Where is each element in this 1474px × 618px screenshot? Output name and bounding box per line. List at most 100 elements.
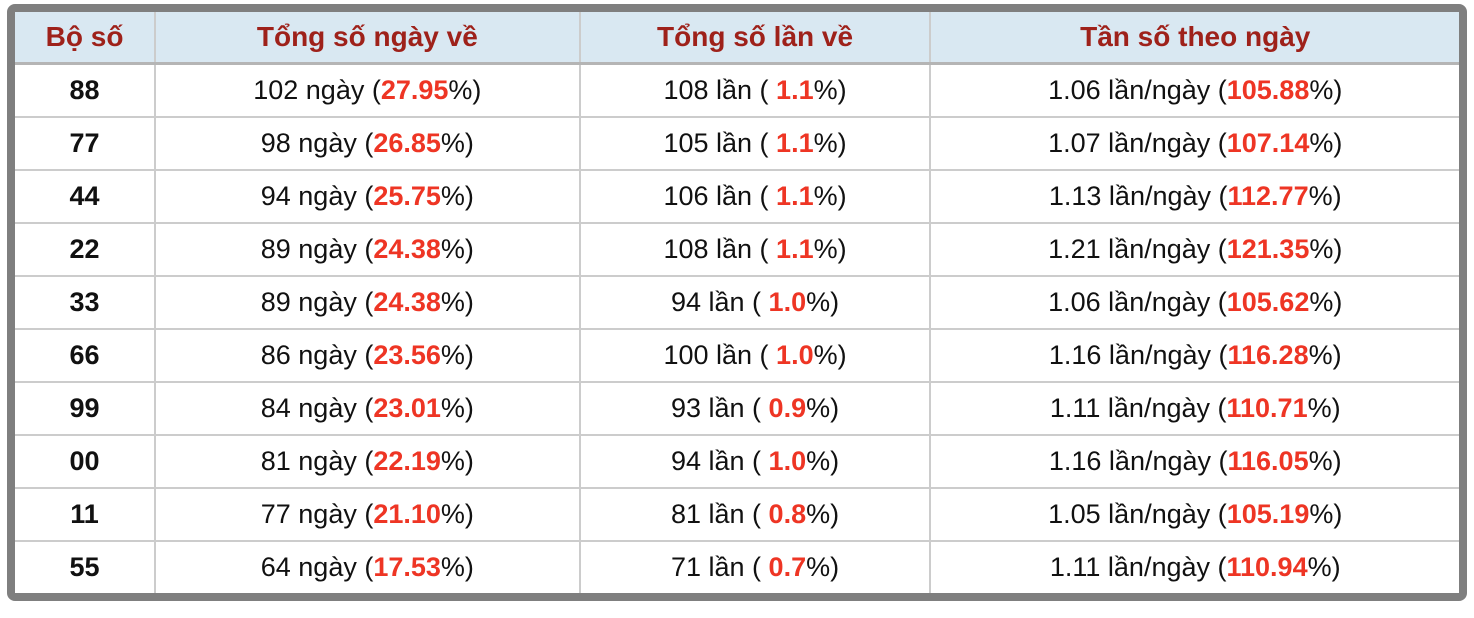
freq-text: 1.07 lần/ngày ( <box>1048 128 1227 158</box>
table-row: 55 64 ngày (17.53%) 71 lần ( 0.7%) 1.11 … <box>15 540 1459 593</box>
days-close: %) <box>440 446 474 476</box>
times-close: %) <box>813 340 847 370</box>
table-row: 33 89 ngày (24.38%) 94 lần ( 1.0%) 1.06 … <box>15 275 1459 329</box>
times-close: %) <box>813 234 847 264</box>
freq-percent: 105.62 <box>1226 287 1310 317</box>
days-percent: 22.19 <box>373 446 441 476</box>
lottery-pair-stats-table: Bộ số Tổng số ngày về Tổng số lần về Tần… <box>15 12 1459 593</box>
days-percent: 24.38 <box>373 287 441 317</box>
pair-value: 00 <box>69 446 100 476</box>
pair-value: 99 <box>69 393 100 423</box>
freq-close: %) <box>1308 446 1342 476</box>
freq-text: 1.16 lần/ngày ( <box>1048 446 1228 476</box>
freq-percent: 116.28 <box>1227 340 1309 370</box>
times-text: 108 lần ( <box>663 75 777 105</box>
days-percent: 25.75 <box>373 181 441 211</box>
days-percent: 23.01 <box>373 393 441 423</box>
times-percent: 0.9 <box>768 393 807 423</box>
freq-percent: 105.88 <box>1226 75 1310 105</box>
pair-value: 33 <box>69 287 100 317</box>
days-text: 81 ngày ( <box>260 446 374 476</box>
cell-times: 71 lần ( 0.7%) <box>578 540 931 593</box>
days-close: %) <box>448 75 482 105</box>
days-percent: 21.10 <box>373 499 441 529</box>
days-text: 89 ngày ( <box>260 234 374 264</box>
pair-value: 77 <box>69 128 100 158</box>
cell-times: 106 lần ( 1.1%) <box>578 169 931 223</box>
times-percent: 0.8 <box>768 499 807 529</box>
days-close: %) <box>440 552 474 582</box>
freq-text: 1.06 lần/ngày ( <box>1048 75 1227 105</box>
cell-times: 105 lần ( 1.1%) <box>578 116 931 170</box>
times-close: %) <box>813 128 847 158</box>
col-header-freq: Tần số theo ngày <box>929 12 1459 65</box>
days-percent: 24.38 <box>373 234 441 264</box>
freq-close: %) <box>1307 552 1341 582</box>
days-percent: 26.85 <box>373 128 441 158</box>
times-close: %) <box>806 499 840 529</box>
freq-close: %) <box>1308 181 1342 211</box>
freq-percent: 110.94 <box>1226 552 1308 582</box>
cell-pair: 33 <box>15 275 156 329</box>
cell-freq: 1.11 lần/ngày (110.71%) <box>929 381 1459 435</box>
freq-percent: 107.14 <box>1226 128 1310 158</box>
cell-pair: 66 <box>15 328 156 382</box>
table-row: 66 86 ngày (23.56%) 100 lần ( 1.0%) 1.16… <box>15 328 1459 382</box>
cell-times: 81 lần ( 0.8%) <box>578 487 931 541</box>
cell-freq: 1.07 lần/ngày (107.14%) <box>929 116 1459 170</box>
cell-freq: 1.16 lần/ngày (116.05%) <box>929 434 1459 488</box>
cell-pair: 44 <box>15 169 156 223</box>
times-percent: 0.7 <box>768 552 807 582</box>
days-text: 64 ngày ( <box>260 552 374 582</box>
days-text: 89 ngày ( <box>260 287 374 317</box>
cell-freq: 1.11 lần/ngày (110.94%) <box>929 540 1459 593</box>
table-row: 88 102 ngày (27.95%) 108 lần ( 1.1%) 1.0… <box>15 63 1459 117</box>
pair-value: 88 <box>69 75 100 105</box>
cell-days: 77 ngày (21.10%) <box>154 487 580 541</box>
stats-table-frame: Bộ số Tổng số ngày về Tổng số lần về Tần… <box>7 4 1467 601</box>
times-text: 105 lần ( <box>663 128 777 158</box>
freq-close: %) <box>1309 499 1343 529</box>
cell-freq: 1.06 lần/ngày (105.62%) <box>929 275 1459 329</box>
freq-text: 1.11 lần/ngày ( <box>1049 552 1227 582</box>
days-text: 84 ngày ( <box>260 393 374 423</box>
times-text: 94 lần ( <box>670 446 769 476</box>
cell-freq: 1.05 lần/ngày (105.19%) <box>929 487 1459 541</box>
times-close: %) <box>806 287 840 317</box>
times-close: %) <box>806 446 840 476</box>
cell-days: 64 ngày (17.53%) <box>154 540 580 593</box>
freq-percent: 116.05 <box>1227 446 1309 476</box>
freq-close: %) <box>1308 340 1342 370</box>
cell-pair: 99 <box>15 381 156 435</box>
days-close: %) <box>440 234 474 264</box>
freq-close: %) <box>1307 393 1341 423</box>
table-row: 22 89 ngày (24.38%) 108 lần ( 1.1%) 1.21… <box>15 222 1459 276</box>
cell-freq: 1.21 lần/ngày (121.35%) <box>929 222 1459 276</box>
cell-days: 89 ngày (24.38%) <box>154 275 580 329</box>
freq-percent: 121.35 <box>1226 234 1310 264</box>
table-body: 88 102 ngày (27.95%) 108 lần ( 1.1%) 1.0… <box>15 63 1459 593</box>
days-percent: 27.95 <box>380 75 449 105</box>
freq-text: 1.13 lần/ngày ( <box>1048 181 1228 211</box>
cell-days: 94 ngày (25.75%) <box>154 169 580 223</box>
days-text: 86 ngày ( <box>260 340 374 370</box>
cell-days: 98 ngày (26.85%) <box>154 116 580 170</box>
times-text: 94 lần ( <box>670 287 769 317</box>
times-percent: 1.1 <box>776 181 814 211</box>
cell-times: 108 lần ( 1.1%) <box>578 222 931 276</box>
times-text: 81 lần ( <box>670 499 769 529</box>
days-close: %) <box>440 340 474 370</box>
cell-pair: 22 <box>15 222 156 276</box>
freq-percent: 105.19 <box>1226 499 1310 529</box>
cell-days: 89 ngày (24.38%) <box>154 222 580 276</box>
pair-value: 44 <box>69 181 100 211</box>
cell-times: 94 lần ( 1.0%) <box>578 275 931 329</box>
cell-freq: 1.13 lần/ngày (112.77%) <box>929 169 1459 223</box>
freq-percent: 110.71 <box>1226 393 1308 423</box>
cell-pair: 00 <box>15 434 156 488</box>
freq-text: 1.21 lần/ngày ( <box>1048 234 1227 264</box>
times-close: %) <box>813 181 847 211</box>
table-header: Bộ số Tổng số ngày về Tổng số lần về Tần… <box>15 12 1459 65</box>
days-close: %) <box>440 287 474 317</box>
times-text: 93 lần ( <box>670 393 769 423</box>
